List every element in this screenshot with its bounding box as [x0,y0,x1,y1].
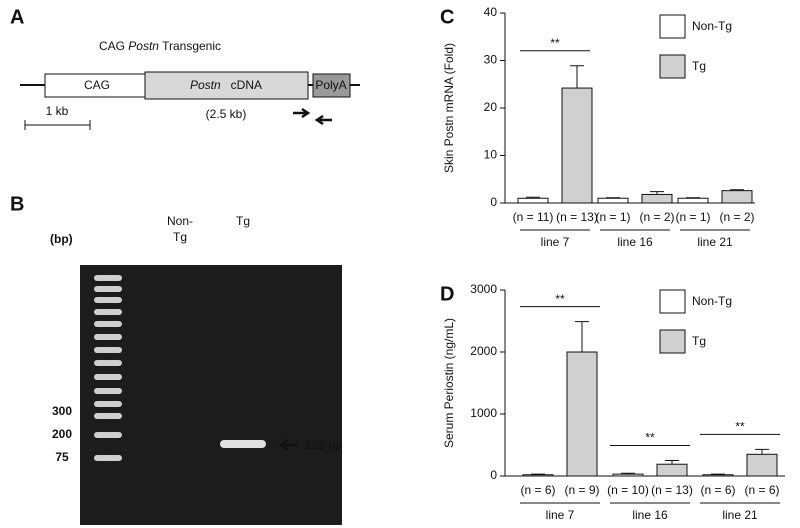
n-label: (n = 6) [744,483,779,497]
promoter-label: CAG [84,78,110,92]
n-label: (n = 2) [639,210,674,224]
legend-label: Tg [692,59,706,73]
gel-image [80,265,342,525]
marker-label: 200 [52,427,72,441]
y-tick-label: 0 [490,195,497,209]
title-part: Transgenic [159,39,221,53]
n-label: (n = 9) [564,483,599,497]
y-tick-label: 2000 [470,344,497,358]
legend-label: Tg [692,334,706,348]
y-tick-label: 3000 [470,282,497,296]
cdna-part: Postn [190,78,221,92]
x-tick-label: line 7 [541,235,570,249]
gel-band [220,440,266,448]
legend-label: Non-Tg [692,19,732,33]
y-tick-label: 0 [490,468,497,482]
n-label: (n = 10) [607,483,649,497]
bar [641,193,673,204]
bar [597,197,629,204]
cdna-part: cDNA [231,78,262,92]
cdna-size: (2.5 kb) [206,107,247,121]
scale-bar [24,120,91,130]
x-tick-label: line 16 [617,235,653,249]
legend-label: Non-Tg [692,294,732,308]
bar [746,453,778,477]
bar [561,87,593,204]
band-arrow [278,438,298,452]
primer-arrow [314,114,332,126]
bar [566,351,598,477]
bar [677,197,709,204]
y-axis-label: Skin Postn mRNA (Fold) [442,43,456,173]
n-label: (n = 6) [700,483,735,497]
unit-label: (bp) [50,232,73,246]
cdna-label: Postn cDNA [190,78,262,92]
n-label: (n = 13) [651,483,693,497]
construct-title: CAG Postn Transgenic [99,39,221,53]
bar [517,197,549,204]
lane-label: Tg [236,214,250,228]
bar [612,473,644,477]
n-label: (n = 1) [675,210,710,224]
primer-arrow [293,107,311,119]
lane-label: Non- [167,214,193,228]
panel-letter: A [10,6,24,28]
significance-label: ** [645,431,655,445]
y-tick-label: 10 [484,148,498,162]
marker-label: 300 [52,404,72,418]
legend-swatch [659,54,686,79]
marker-label: 75 [55,450,69,464]
gel-panel: B (bp) Non- Tg Tg 300 200 75 125 bp [10,193,342,525]
significance-label: ** [555,292,565,306]
legend-swatch [659,329,686,354]
polya-label: PolyA [315,78,346,92]
panel-letter: B [10,193,24,215]
band-label: 125 bp [305,438,342,452]
x-tick-label: line 21 [697,235,733,249]
polya-box [312,73,351,98]
n-label: (n = 1) [595,210,630,224]
title-part: CAG [99,39,128,53]
n-label: (n = 2) [719,210,754,224]
legend-swatch [659,289,686,314]
y-tick-label: 1000 [470,406,497,420]
x-tick-label: line 21 [722,508,758,522]
error-bar [755,448,769,455]
bar [702,474,734,477]
n-label: (n = 13) [556,210,598,224]
error-bar [575,321,589,352]
x-tick-label: line 16 [632,508,668,522]
bar [522,474,554,477]
significance-label: ** [550,36,560,50]
bar [721,190,753,204]
panel-letter: C [440,6,454,28]
significance-label: ** [735,420,745,434]
bar [656,463,688,477]
title-part: Postn [128,39,159,53]
y-tick-label: 40 [484,5,498,19]
y-tick-label: 30 [484,53,498,67]
y-axis-label: Serum Periostin (ng/mL) [442,318,456,448]
error-bar [570,65,584,89]
legend-swatch [659,14,686,39]
n-label: (n = 6) [520,483,555,497]
y-tick-label: 20 [484,100,498,114]
n-label: (n = 11) [513,210,554,224]
x-tick-label: line 7 [546,508,575,522]
panel-letter: D [440,283,454,305]
error-bar [665,460,679,465]
cdna-box [144,71,309,100]
ladder [94,275,122,461]
lane-label: Tg [173,230,187,244]
scale-label: 1 kb [46,104,69,118]
